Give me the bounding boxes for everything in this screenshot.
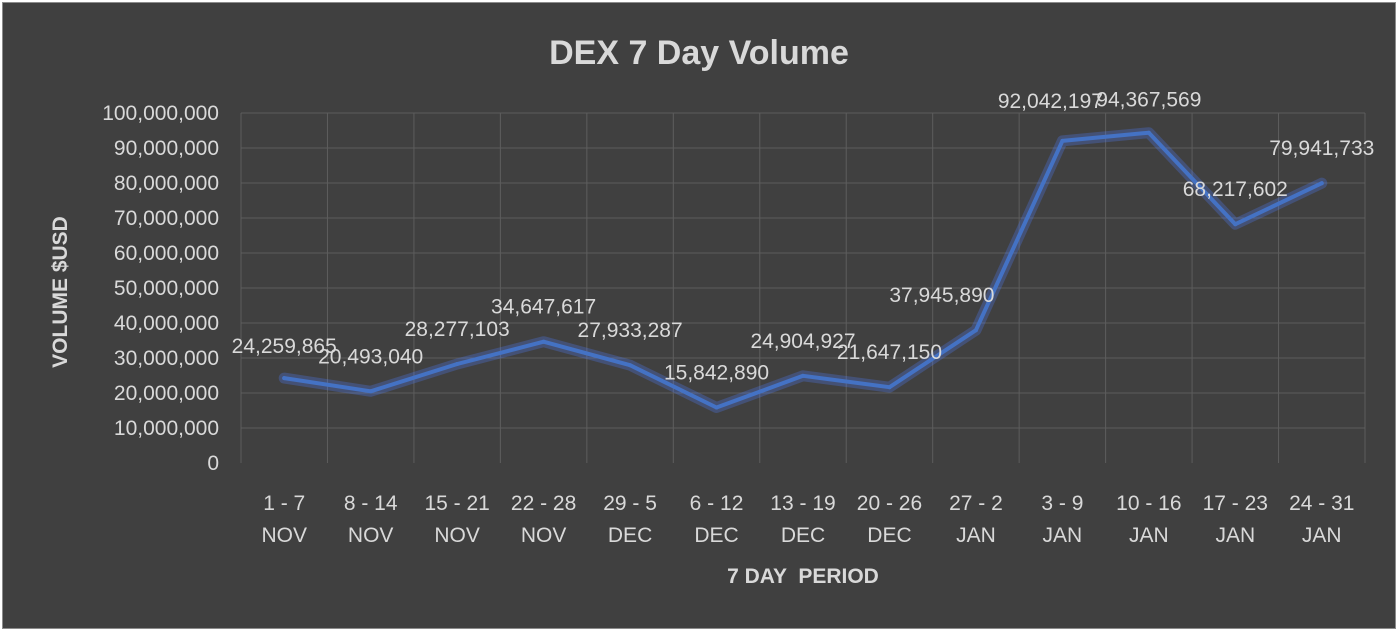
data-label: 37,945,890 xyxy=(889,284,994,307)
data-point xyxy=(1319,181,1324,186)
x-tick-label-range: 13 - 19 xyxy=(770,492,835,515)
x-tick-label-month: NOV xyxy=(348,524,394,547)
data-label: 28,277,103 xyxy=(405,318,510,341)
x-tick-label-range: 8 - 14 xyxy=(344,492,398,515)
data-point xyxy=(541,339,546,344)
y-tick-label: 90,000,000 xyxy=(114,137,219,160)
x-tick-label-range: 22 - 28 xyxy=(511,492,576,515)
y-tick-label: 10,000,000 xyxy=(114,417,219,440)
data-label: 92,042,197 xyxy=(998,90,1103,113)
x-tick-label-month: DEC xyxy=(867,524,911,547)
y-tick-label: 60,000,000 xyxy=(114,242,219,265)
series-line-glow xyxy=(278,127,1328,413)
y-tick-label: 30,000,000 xyxy=(114,347,219,370)
x-axis-title: 7 DAY PERIOD xyxy=(727,565,879,588)
data-label: 94,367,569 xyxy=(1096,89,1201,112)
data-label: 27,933,287 xyxy=(578,319,683,342)
data-point xyxy=(282,376,287,381)
data-point xyxy=(1060,138,1065,143)
y-tick-label: 80,000,000 xyxy=(114,172,219,195)
x-tick-label-range: 24 - 31 xyxy=(1289,492,1354,515)
data-label: 34,647,617 xyxy=(491,296,596,319)
data-point xyxy=(801,373,805,378)
y-axis-title: VOLUME $USD xyxy=(49,216,72,368)
y-axis-tick-labels: 0 10,000,000 20,000,000 30,000,000 40,000,00… xyxy=(102,102,219,475)
x-tick-label-month: JAN xyxy=(1043,524,1083,547)
x-tick-label-range: 29 - 5 xyxy=(603,492,657,515)
y-tick-label: 40,000,000 xyxy=(114,312,219,335)
data-point xyxy=(1146,130,1151,135)
x-tick-label-month: JAN xyxy=(956,524,996,547)
data-label: 20,493,040 xyxy=(318,345,423,368)
x-tick-label-range: 20 - 26 xyxy=(857,492,922,515)
data-point xyxy=(1233,222,1238,227)
line-chart: 0 10,000,000 20,000,000 30,000,000 40,000,00… xyxy=(49,34,1375,588)
x-tick-label-range: 1 - 7 xyxy=(263,492,305,515)
y-tick-label: 20,000,000 xyxy=(114,382,219,405)
x-axis-tick-labels: 1 - 7 NOV 8 - 14 NOV 15 - 21 NOV 22 - 28 NOV 29 … xyxy=(261,492,1354,547)
x-tick-label-month: NOV xyxy=(434,524,480,547)
data-point xyxy=(973,328,978,333)
data-point xyxy=(455,362,460,367)
data-label: 24,259,865 xyxy=(232,335,337,358)
data-label: 68,217,602 xyxy=(1183,178,1288,201)
volume-series xyxy=(278,127,1328,413)
x-tick-label-month: DEC xyxy=(781,524,825,547)
chart-title: DEX 7 Day Volume xyxy=(549,34,849,72)
x-tick-label-month: JAN xyxy=(1302,524,1342,547)
y-tick-label: 0 xyxy=(207,452,219,475)
data-label: 24,904,927 xyxy=(750,330,855,353)
data-label: 21,647,150 xyxy=(837,341,942,364)
y-tick-label: 50,000,000 xyxy=(114,277,219,300)
x-tick-label-month: JAN xyxy=(1129,524,1169,547)
data-point xyxy=(628,363,633,368)
gridlines xyxy=(240,112,1366,463)
data-point xyxy=(714,405,719,410)
x-tick-label-range: 27 - 2 xyxy=(949,492,1003,515)
x-tick-label-month: JAN xyxy=(1215,524,1255,547)
x-tick-label-month: NOV xyxy=(521,524,567,547)
x-tick-label-month: DEC xyxy=(608,524,652,547)
data-point xyxy=(368,389,373,394)
data-point xyxy=(887,385,892,390)
y-tick-label: 100,000,000 xyxy=(102,102,219,125)
x-tick-label-range: 10 - 16 xyxy=(1116,492,1181,515)
data-label: 79,941,733 xyxy=(1269,137,1374,160)
x-tick-label-month: NOV xyxy=(261,524,307,547)
y-tick-label: 70,000,000 xyxy=(114,207,219,230)
x-tick-label-range: 6 - 12 xyxy=(690,492,744,515)
x-tick-label-month: DEC xyxy=(694,524,738,547)
x-tick-label-range: 17 - 23 xyxy=(1203,492,1268,515)
x-tick-label-range: 15 - 21 xyxy=(424,492,489,515)
data-label: 15,842,890 xyxy=(664,362,769,385)
x-tick-label-range: 3 - 9 xyxy=(1041,492,1083,515)
